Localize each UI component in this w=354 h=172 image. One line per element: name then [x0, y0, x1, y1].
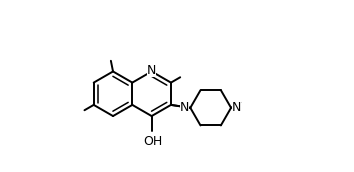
Text: N: N	[147, 64, 156, 77]
Text: N: N	[180, 101, 189, 114]
Text: N: N	[232, 101, 241, 114]
Text: OH: OH	[143, 135, 162, 148]
